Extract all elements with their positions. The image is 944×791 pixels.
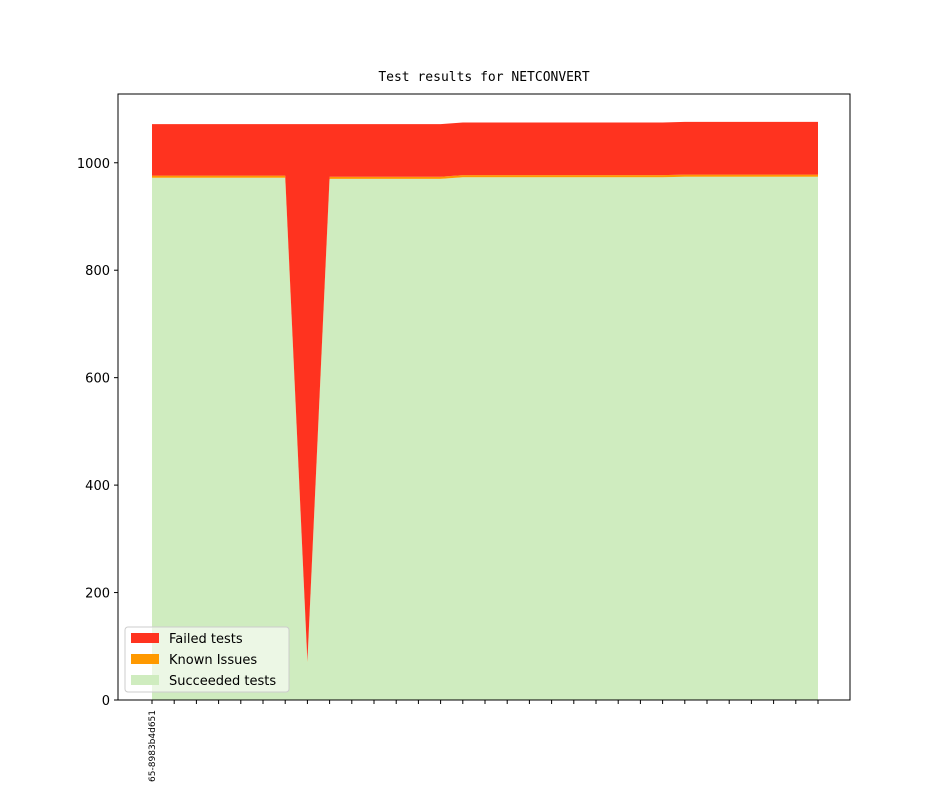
y-tick-label: 400 <box>85 479 110 494</box>
legend-swatch <box>131 633 159 643</box>
y-tick-label: 0 <box>102 694 110 709</box>
legend-label: Failed tests <box>169 632 243 647</box>
y-tick-label: 800 <box>85 264 110 279</box>
y-tick-label: 200 <box>85 587 110 602</box>
legend-label: Known Issues <box>169 653 257 668</box>
legend-box <box>124 626 290 693</box>
plot-frame <box>117 93 851 701</box>
chart-title: Test results for NETCONVERT <box>378 70 589 85</box>
legend-swatch <box>131 675 159 685</box>
area <box>152 121 818 662</box>
x-tick-label: 65-8983b4d651 <box>148 710 158 782</box>
legend-swatch <box>131 654 159 664</box>
area <box>152 176 818 701</box>
legend-label: Succeeded tests <box>169 674 276 689</box>
legend: Failed tests Known Issues Succeeded tests <box>124 626 290 693</box>
y-tick-label: 1000 <box>77 157 110 172</box>
y-tick-label: 600 <box>85 372 110 387</box>
